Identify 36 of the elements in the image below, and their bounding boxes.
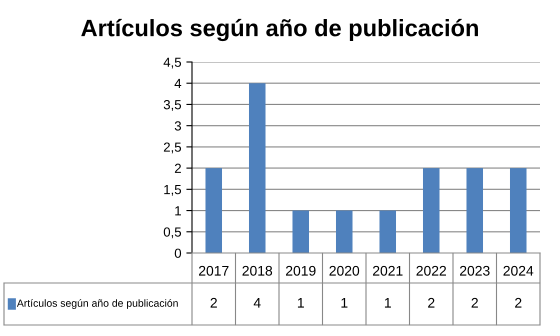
y-tick-label: 4,5: [164, 58, 182, 68]
x-tick-label: 2024: [504, 266, 534, 276]
data-label: 2: [515, 298, 522, 308]
bar: [292, 210, 310, 253]
y-tick-label: 3: [174, 121, 182, 131]
data-label: 1: [298, 298, 304, 308]
x-tick-label: 2023: [460, 266, 490, 276]
legend-label: Artículos según año de publicación: [16, 299, 178, 309]
x-tick-label: 2018: [242, 266, 272, 276]
data-label: 2: [428, 298, 434, 308]
y-tick-label: 0,5: [164, 227, 182, 238]
y-tick-label: 2: [174, 164, 181, 173]
y-tick-label: 4: [174, 78, 182, 88]
x-tick-label: 2022: [416, 266, 446, 276]
y-tick-label: 1: [175, 206, 181, 216]
bar: [379, 210, 396, 253]
data-label: 4: [254, 298, 261, 308]
data-label: 2: [472, 298, 478, 308]
data-label: 2: [210, 298, 217, 308]
y-tick-label: 1,5: [164, 185, 182, 196]
bar: [205, 168, 222, 253]
y-tick-label: 2,5: [164, 142, 182, 154]
y-tick-label: 3,5: [164, 100, 182, 111]
x-tick-label: 2021: [373, 266, 403, 276]
x-tick-label: 2017: [199, 266, 229, 276]
bar: [510, 168, 527, 253]
data-label: 1: [384, 298, 391, 308]
bar: [248, 83, 266, 253]
x-tick-label: 2019: [286, 266, 316, 276]
y-tick-label: 0: [174, 248, 182, 258]
x-tick-label: 2020: [330, 266, 360, 276]
bar: [336, 210, 353, 253]
bar: [466, 168, 484, 253]
bar: [422, 168, 440, 253]
chart-title: Artículos según año de publicación: [81, 18, 478, 42]
data-label: 1: [341, 298, 348, 308]
